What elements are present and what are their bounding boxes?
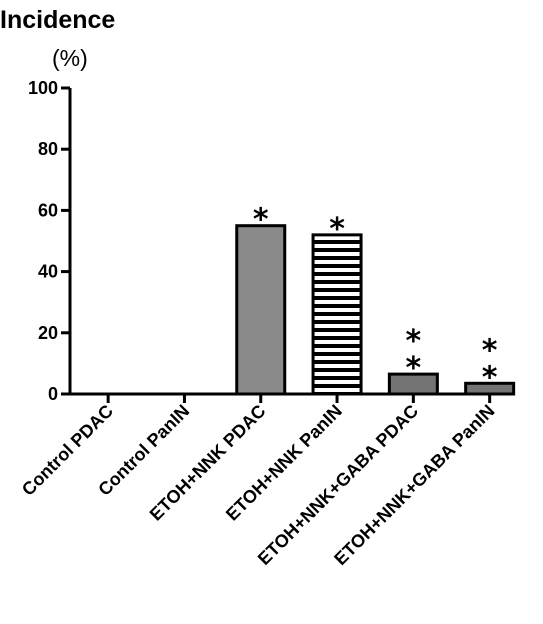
significance-star: * <box>482 333 498 368</box>
y-tick-label: 40 <box>38 262 58 282</box>
chart-title: Incidence <box>0 6 115 34</box>
bar <box>464 381 516 396</box>
category-label: ETOH+NNK+GABA PanIN <box>330 401 498 569</box>
y-axis-label: (%) <box>52 45 88 71</box>
y-ticks: 0 20 40 60 80 100 <box>28 78 70 404</box>
category-label: ETOH+NNK+GABA PDAC <box>254 401 422 569</box>
significance-markers: * ***** <box>253 203 498 396</box>
y-tick-label: 0 <box>48 384 58 404</box>
bar <box>387 372 439 396</box>
y-tick-label: 100 <box>28 78 58 98</box>
significance-star: * <box>482 360 498 395</box>
significance-star: * <box>253 203 269 238</box>
bars <box>235 224 516 396</box>
bar <box>235 224 287 396</box>
y-tick-label: 80 <box>38 139 58 159</box>
significance-star: * <box>329 212 345 247</box>
y-tick-label: 20 <box>38 323 58 343</box>
y-tick-label: 60 <box>38 200 58 220</box>
significance-star: * <box>405 351 421 386</box>
significance-star: * <box>405 324 421 359</box>
bar <box>311 233 363 396</box>
